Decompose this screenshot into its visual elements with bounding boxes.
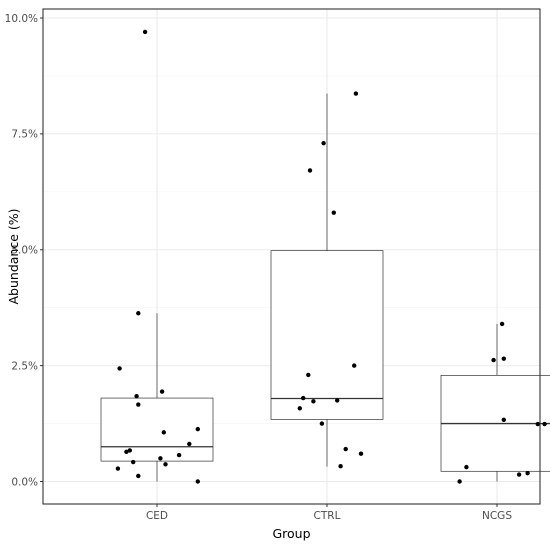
data-point [136,311,141,316]
data-point [321,140,326,146]
data-point [195,426,200,432]
data-point [158,456,163,461]
y-tick-label: 10.0% [5,13,38,25]
data-point [142,29,148,35]
box-layer [100,93,550,482]
data-point [176,452,182,458]
data-point [335,398,340,403]
x-tick-label: CED [146,510,168,522]
y-tick-label: 7.5% [11,129,38,141]
data-point [307,168,313,173]
data-point [343,446,348,452]
data-point [134,394,139,399]
data-point [358,451,364,456]
y-axis-title: Abundance (%) [6,208,21,304]
data-point [464,464,469,470]
box-iqr [270,250,384,420]
data-point [297,406,302,411]
data-point [501,417,506,423]
data-point [136,402,141,407]
data-point [319,421,325,426]
data-point [457,479,462,484]
data-point [352,363,357,368]
data-point [161,430,166,435]
data-point [115,466,121,471]
data-point [136,473,141,479]
y-tick-label: 0.0% [11,476,38,488]
x-tick-label: NCGS [482,510,512,522]
axis-layer: 0.0% 2.5% 5.0% 7.5% 10.0% CED CTRL NCGS [5,13,513,522]
y-tick-label: 2.5% [11,360,38,372]
data-point [491,357,496,363]
data-point [542,421,547,427]
data-point [127,448,132,453]
data-point [331,210,336,215]
data-point [163,462,168,467]
data-point [306,372,311,378]
data-point [124,449,129,455]
data-point [159,389,165,394]
data-point [516,472,522,477]
data-point [131,459,136,465]
y-tick-label: 5.0% [11,245,38,257]
box-iqr [100,397,214,462]
data-point [311,399,316,404]
data-point [353,91,359,96]
data-point [501,356,506,361]
data-point [338,464,343,469]
data-point [525,470,530,476]
data-point [535,421,540,427]
panel-border [42,8,541,505]
data-point [195,479,200,484]
data-point [301,395,306,401]
data-point [117,366,122,371]
x-tick-label: CTRL [314,510,341,522]
x-axis-title: Group [272,526,310,541]
data-point [187,441,192,447]
data-point [499,321,505,327]
point-layer [115,29,547,484]
